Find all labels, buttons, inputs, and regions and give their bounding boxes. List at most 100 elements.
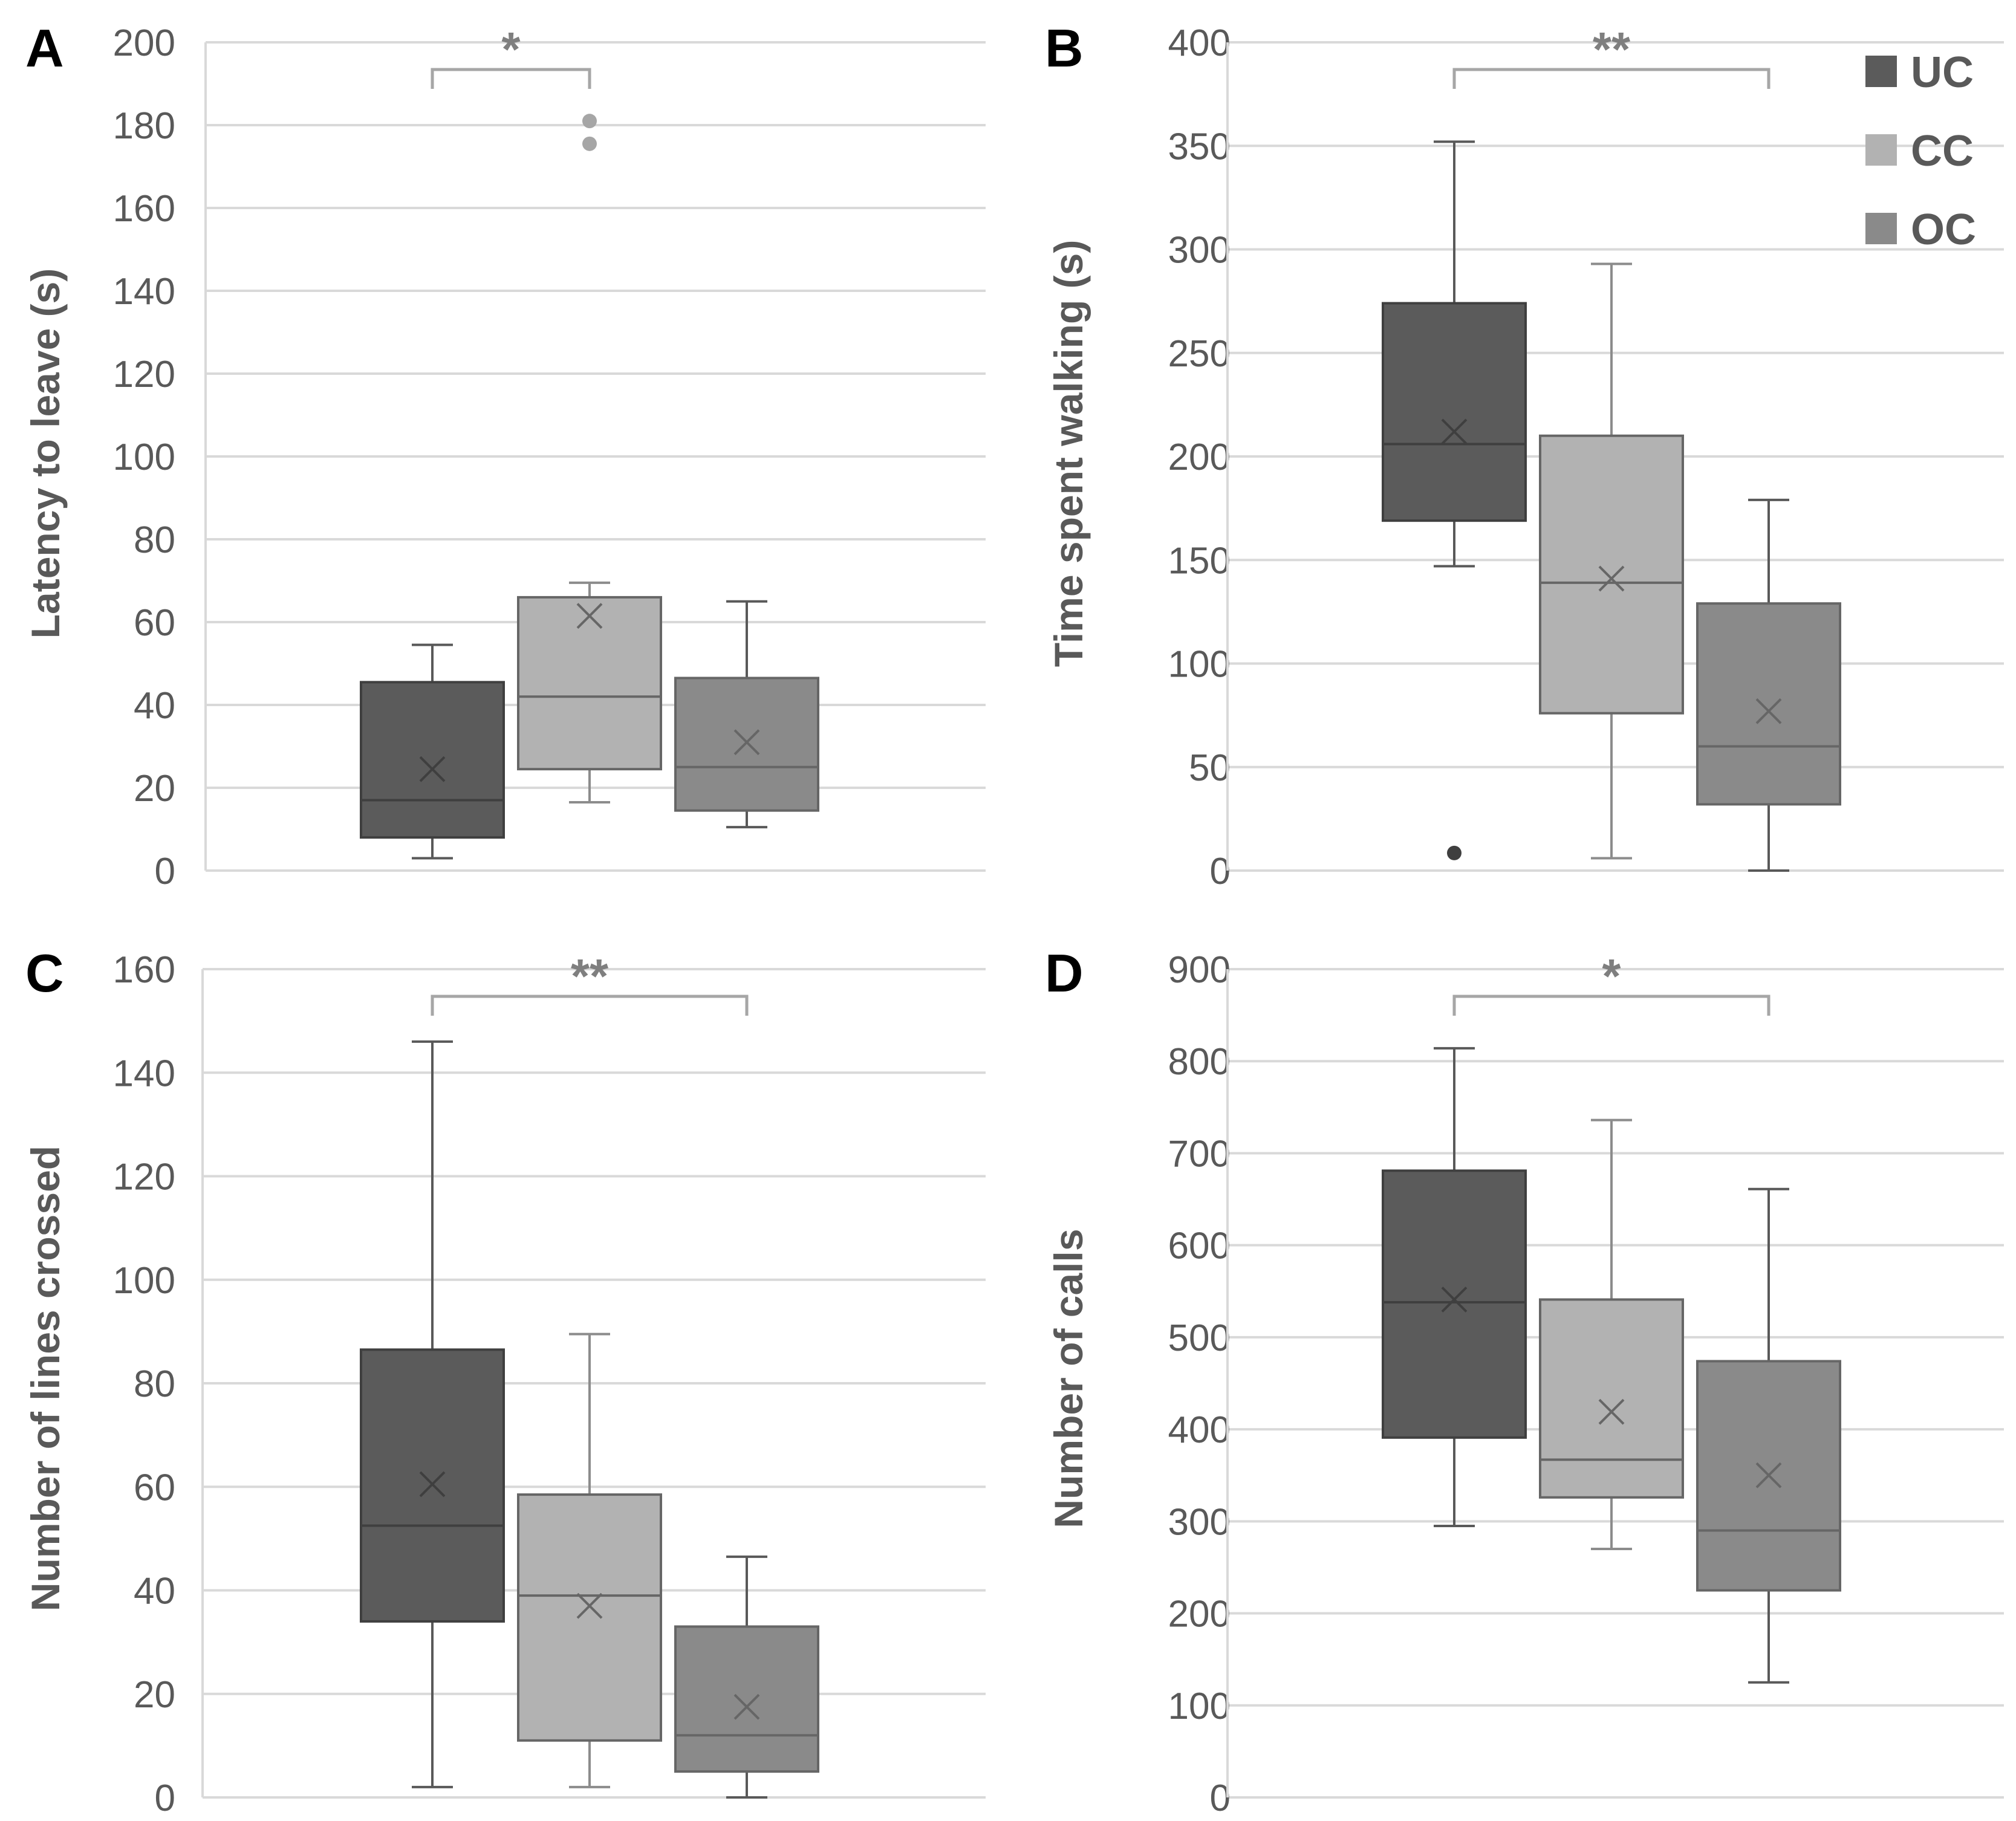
panel-d-uc-box-group: [1382, 1047, 1527, 1527]
panel-d-y-tick-label: 900: [1168, 949, 1231, 991]
legend-item-uc: UC: [1865, 48, 1974, 97]
panel-c-significance-label: **: [571, 949, 609, 1003]
panel-c-plot-area: 0 20 40 60 80 100 120 140 160 **: [113, 949, 986, 1819]
panel-c-uc-mean-stroke-2: [419, 1471, 446, 1498]
panel-c: C Number of lines crossed 0 20 40 60 80 100 12…: [23, 943, 986, 1819]
panel-c-oc-mean-stroke-2: [733, 1693, 760, 1720]
legend-item-oc: OC: [1865, 206, 1976, 254]
panel-c-significance-bracket: [431, 995, 749, 1016]
panel-a-significance-label: *: [501, 22, 521, 76]
panel-c-y-tick-label: 20: [134, 1674, 175, 1716]
panel-c-uc-box-group: [360, 1040, 505, 1788]
panel-b-uc-box-group: [1382, 140, 1527, 860]
panel-a-plot-area: 0 20 40 60 80 100 120 140 160 180 200 *: [113, 22, 986, 892]
panel-d-label: D: [1045, 943, 1084, 1003]
panel-c-oc-box-group: [674, 1555, 819, 1799]
panel-d-uc-mean-stroke-2: [1441, 1287, 1468, 1313]
legend-label-uc: UC: [1911, 48, 1974, 97]
panel-b-label: B: [1045, 18, 1084, 78]
panel-c-y-tick-label: 140: [113, 1053, 175, 1094]
panel-c-cc-iqr-box: [517, 1493, 662, 1742]
panel-b-oc-mean-marker: [1755, 698, 1782, 724]
panel-d-cc-mean-stroke-2: [1598, 1398, 1625, 1425]
panel-c-y-tick-label: 0: [155, 1777, 175, 1819]
panel-b-uc-outlier-point: [1447, 845, 1462, 860]
panel-d-y-tick-label: 300: [1168, 1501, 1231, 1543]
panel-d-y-tick-label: 400: [1168, 1409, 1231, 1451]
panel-b-y-tick-label: 200: [1168, 437, 1231, 478]
panel-d-uc-iqr-box: [1382, 1169, 1527, 1439]
panel-c-cc-mean-stroke-2: [576, 1592, 603, 1619]
panel-c-y-tick-label: 60: [134, 1467, 175, 1508]
panel-b-y-tick-label: 50: [1189, 747, 1231, 789]
panel-b-uc-iqr-box: [1382, 302, 1527, 522]
panel-a-y-tick-label: 140: [113, 271, 175, 313]
panel-d-cc-mean-marker: [1598, 1398, 1625, 1425]
panel-d-oc-mean-marker: [1755, 1462, 1782, 1488]
legend-swatch-uc: [1865, 56, 1897, 87]
panel-c-y-tick-label: 100: [113, 1260, 175, 1302]
panel-d-y-tick-label: 800: [1168, 1041, 1231, 1083]
panel-a-oc-mean-stroke-2: [733, 729, 760, 756]
panel-d-y-tick-label: 600: [1168, 1225, 1231, 1267]
panel-c-oc-mean-marker: [733, 1693, 760, 1720]
panel-a-uc-mean-marker: [419, 756, 446, 782]
panel-c-uc-mean-marker: [419, 1471, 446, 1498]
legend-label-oc: OC: [1911, 206, 1976, 254]
panel-c-label: C: [25, 943, 64, 1003]
panel-a-y-tick-label: 0: [155, 851, 175, 892]
panel-a-y-tick-label: 60: [134, 602, 175, 644]
panel-a-y-tick-label: 200: [113, 22, 175, 64]
panel-a-uc-box-group: [360, 643, 505, 860]
panel-a-cc-mean-marker: [576, 603, 603, 629]
panel-a-uc-mean-stroke-2: [419, 756, 446, 782]
legend-swatch-cc: [1865, 134, 1897, 166]
panel-a-y-tick-label: 100: [113, 437, 175, 478]
panel-a-cc-outlier-point: [582, 114, 597, 129]
panel-b-cc-iqr-box: [1539, 434, 1684, 715]
panel-a-y-tick-label: 80: [134, 519, 175, 561]
panel-d-oc-box-group: [1696, 1187, 1841, 1684]
legend-label-cc: CC: [1911, 127, 1974, 175]
panel-b-y-tick-label: 250: [1168, 333, 1231, 375]
legend-item-cc: CC: [1865, 127, 1974, 175]
panel-d-cc-iqr-box: [1539, 1298, 1684, 1499]
panel-b-y-tick-label: 100: [1168, 644, 1231, 686]
panel-b-oc-iqr-box: [1696, 602, 1841, 806]
panel-a-cc-outlier-point: [582, 136, 597, 151]
panel-a: A Latency to leave (s) 0 20 40 60 80 100 120 14…: [23, 18, 986, 892]
panel-a-oc-box-group: [674, 600, 819, 829]
panel-d-y-tick-label: 200: [1168, 1594, 1231, 1635]
panel-b-y-tick-label: 300: [1168, 230, 1231, 271]
panel-a-cc-box-group: [517, 114, 662, 803]
panel-a-y-tick-label: 180: [113, 105, 175, 147]
panel-a-oc-mean-marker: [733, 729, 760, 756]
panel-d-uc-mean-marker: [1441, 1287, 1468, 1313]
panel-c-y-tick-label: 80: [134, 1363, 175, 1405]
panel-b-oc-mean-stroke-2: [1755, 698, 1782, 724]
panel-b: B Time spent walking (s) 050100150200250…: [1045, 18, 2004, 892]
panel-a-significance-bracket: [431, 68, 591, 89]
panel-d-oc-mean-stroke-2: [1755, 1462, 1782, 1488]
panel-c-y-axis-label: Number of lines crossed: [23, 1146, 68, 1611]
panel-c-cc-mean-marker: [576, 1592, 603, 1619]
panel-d-significance-bracket: [1452, 995, 1771, 1016]
panel-a-y-tick-label: 160: [113, 188, 175, 230]
panel-a-y-tick-label: 120: [113, 354, 175, 395]
panel-d-y-axis-label: Number of calls: [1046, 1229, 1091, 1528]
panel-c-oc-iqr-box: [674, 1625, 819, 1773]
panel-a-oc-iqr-box: [674, 677, 819, 812]
panel-a-uc-iqr-box: [360, 681, 505, 839]
panel-a-label: A: [25, 18, 64, 78]
panel-d-y-tick-label: 700: [1168, 1133, 1231, 1175]
legend: UC CC OC: [1865, 48, 1976, 254]
panel-a-cc-iqr-box: [517, 596, 662, 771]
panel-b-y-axis-label: Time spent walking (s): [1046, 240, 1091, 667]
panel-a-y-axis-label: Latency to leave (s): [23, 268, 68, 639]
panel-d-cc-box-group: [1539, 1118, 1684, 1550]
panel-c-y-tick-label: 160: [113, 949, 175, 991]
panel-b-cc-mean-stroke-2: [1598, 565, 1625, 592]
